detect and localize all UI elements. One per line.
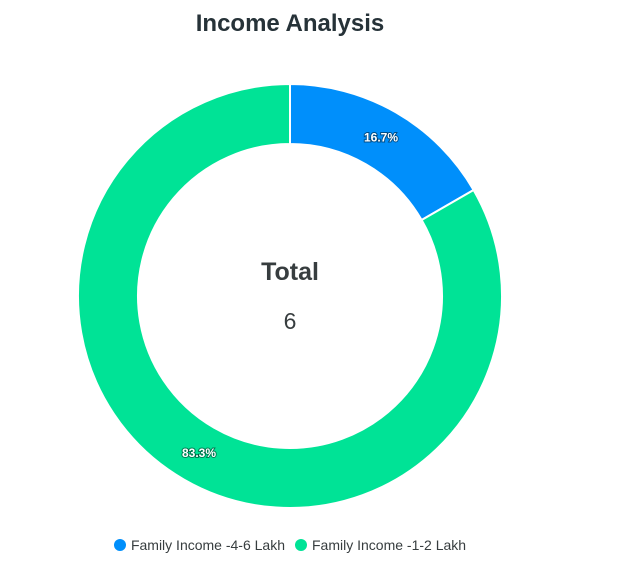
center-total-label: Total <box>261 258 319 286</box>
legend-label: Family Income -4-6 Lakh <box>130 537 285 553</box>
legend-marker <box>295 539 307 551</box>
donut-slice-1[interactable] <box>289 82 475 222</box>
slice-labels: 16.7% 83.3% <box>181 130 399 461</box>
legend-item-1[interactable]: Family Income -4-6 Lakh <box>113 537 285 553</box>
chart-title: Income Analysis <box>195 10 385 37</box>
slice-label-2: 83.3% <box>182 446 216 460</box>
donut-slices <box>77 82 503 509</box>
legend-marker <box>113 539 126 551</box>
donut-slice-2[interactable] <box>77 82 503 509</box>
center-total-value: 6 <box>283 308 297 334</box>
legend-item-2[interactable]: Family Income -1-2 Lakh <box>295 537 466 553</box>
slice-label-1: 16.7% <box>364 131 398 145</box>
legend-label: Family Income -1-2 Lakh <box>312 537 467 553</box>
legend: Family Income -4-6 Lakh Family Income -1-… <box>0 537 580 553</box>
